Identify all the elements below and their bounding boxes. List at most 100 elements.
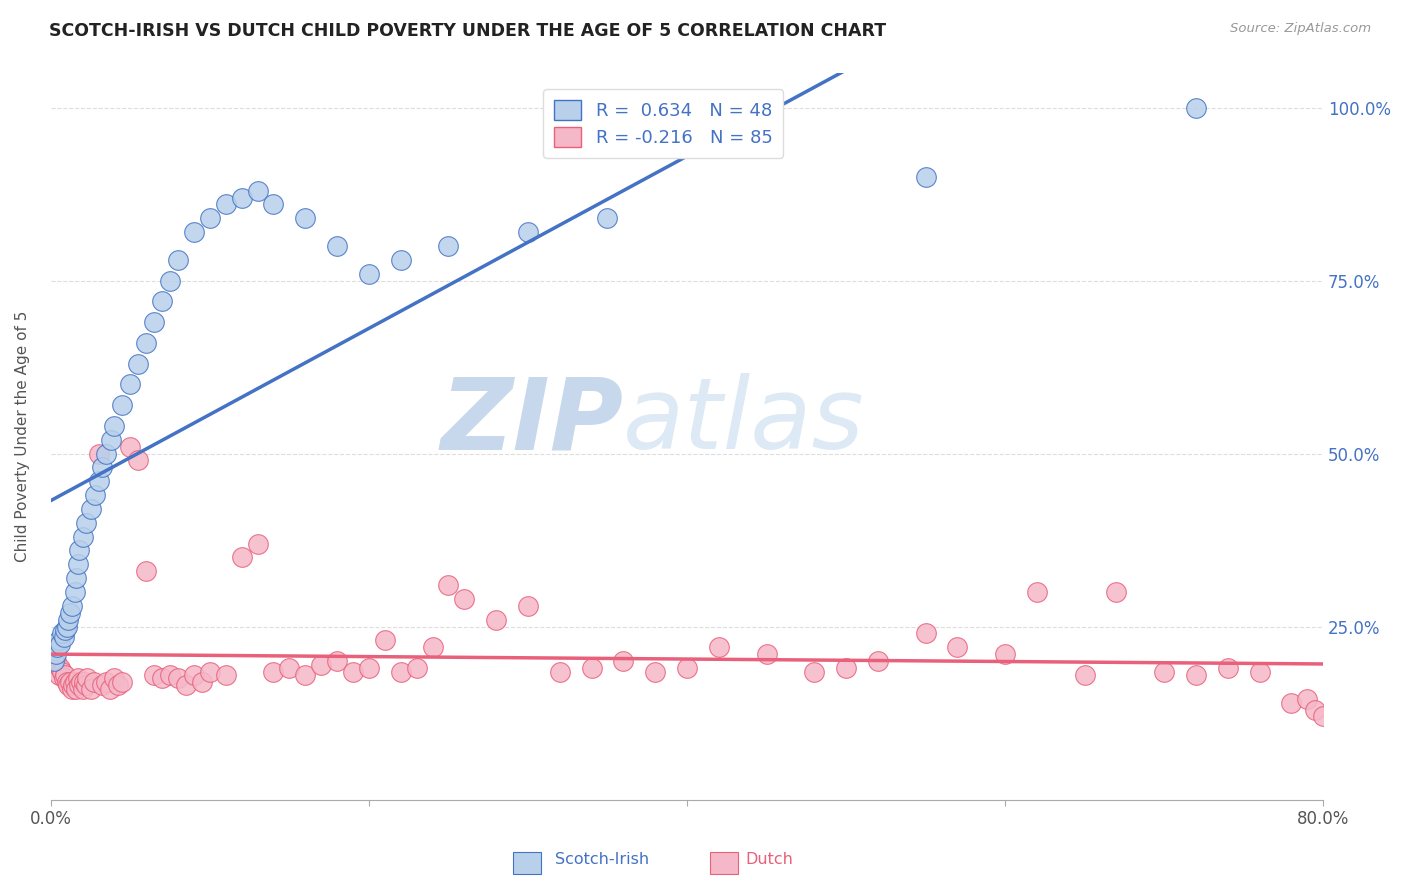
- Point: [246, 184, 269, 198]
- Point: [159, 668, 181, 682]
- Point: [357, 661, 380, 675]
- Point: [65, 681, 87, 696]
- Point: [87, 474, 110, 488]
- Point: [437, 578, 460, 592]
- Text: ZIP: ZIP: [440, 373, 623, 470]
- Bar: [513, 852, 541, 874]
- Point: [994, 647, 1017, 661]
- Text: Scotch-Irish: Scotch-Irish: [555, 852, 650, 867]
- Text: Dutch: Dutch: [745, 852, 793, 867]
- Point: [612, 654, 634, 668]
- Point: [127, 357, 149, 371]
- Point: [326, 654, 349, 668]
- Point: [58, 678, 80, 692]
- Point: [53, 623, 76, 637]
- Point: [1025, 585, 1047, 599]
- Point: [46, 657, 69, 672]
- Point: [111, 674, 134, 689]
- Point: [263, 197, 285, 211]
- Point: [159, 274, 181, 288]
- Point: [135, 335, 157, 350]
- Point: [49, 637, 72, 651]
- Point: [191, 674, 214, 689]
- Point: [63, 585, 86, 599]
- Point: [422, 640, 444, 655]
- Point: [66, 558, 89, 572]
- Point: [76, 672, 98, 686]
- Point: [231, 550, 253, 565]
- Point: [48, 633, 70, 648]
- Point: [100, 433, 122, 447]
- Point: [309, 657, 332, 672]
- Point: [42, 644, 65, 658]
- Point: [96, 674, 118, 689]
- Point: [66, 672, 89, 686]
- Point: [516, 225, 538, 239]
- Point: [1105, 585, 1128, 599]
- Point: [1312, 709, 1334, 723]
- Point: [59, 606, 82, 620]
- Point: [60, 599, 83, 613]
- Point: [644, 665, 666, 679]
- Point: [389, 252, 412, 267]
- Point: [120, 440, 142, 454]
- Point: [90, 678, 112, 692]
- Point: [127, 453, 149, 467]
- Point: [389, 665, 412, 679]
- Bar: [710, 852, 738, 874]
- Point: [676, 661, 699, 675]
- Point: [246, 536, 269, 550]
- Point: [51, 626, 73, 640]
- Point: [835, 661, 858, 675]
- Point: [83, 674, 105, 689]
- Point: [41, 640, 63, 655]
- Point: [150, 294, 173, 309]
- Point: [294, 211, 316, 226]
- Text: atlas: atlas: [623, 373, 865, 470]
- Legend: R =  0.634   N = 48, R = -0.216   N = 85: R = 0.634 N = 48, R = -0.216 N = 85: [543, 89, 783, 158]
- Point: [143, 315, 166, 329]
- Point: [55, 619, 77, 633]
- Point: [803, 665, 825, 679]
- Point: [42, 654, 65, 668]
- Point: [1279, 696, 1302, 710]
- Point: [103, 672, 125, 686]
- Point: [79, 502, 101, 516]
- Text: Source: ZipAtlas.com: Source: ZipAtlas.com: [1230, 22, 1371, 36]
- Point: [453, 591, 475, 606]
- Point: [69, 543, 91, 558]
- Point: [198, 665, 221, 679]
- Point: [707, 640, 730, 655]
- Point: [231, 190, 253, 204]
- Point: [107, 678, 129, 692]
- Point: [215, 197, 238, 211]
- Point: [58, 613, 80, 627]
- Point: [53, 668, 76, 682]
- Point: [263, 665, 285, 679]
- Point: [87, 446, 110, 460]
- Point: [755, 647, 778, 661]
- Point: [914, 626, 936, 640]
- Point: [174, 678, 197, 692]
- Point: [135, 564, 157, 578]
- Point: [52, 672, 75, 686]
- Text: SCOTCH-IRISH VS DUTCH CHILD POVERTY UNDER THE AGE OF 5 CORRELATION CHART: SCOTCH-IRISH VS DUTCH CHILD POVERTY UNDE…: [49, 22, 886, 40]
- Point: [60, 681, 83, 696]
- Point: [75, 516, 97, 530]
- Point: [326, 239, 349, 253]
- Point: [103, 418, 125, 433]
- Point: [120, 377, 142, 392]
- Point: [150, 672, 173, 686]
- Point: [1303, 702, 1326, 716]
- Point: [73, 674, 96, 689]
- Point: [72, 530, 94, 544]
- Point: [1153, 665, 1175, 679]
- Point: [183, 225, 205, 239]
- Point: [84, 488, 107, 502]
- Point: [62, 678, 84, 692]
- Point: [45, 647, 67, 661]
- Point: [90, 460, 112, 475]
- Point: [405, 661, 427, 675]
- Point: [59, 674, 82, 689]
- Point: [167, 252, 190, 267]
